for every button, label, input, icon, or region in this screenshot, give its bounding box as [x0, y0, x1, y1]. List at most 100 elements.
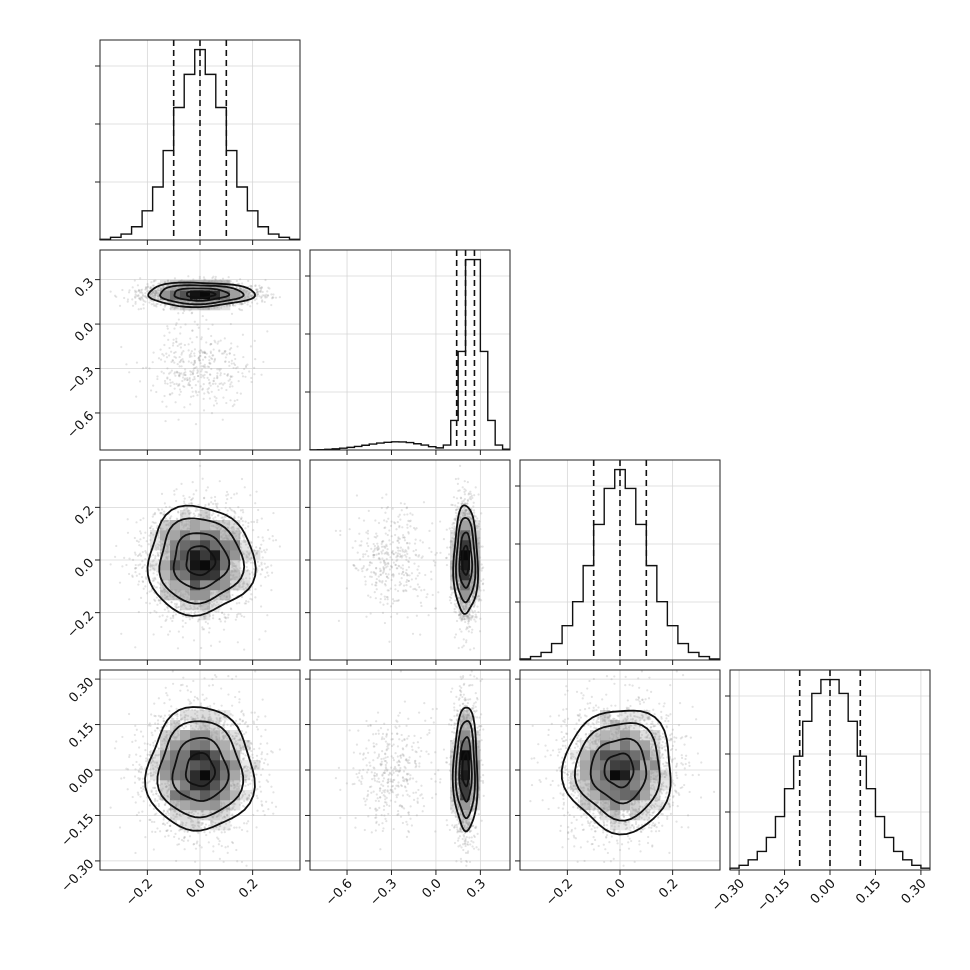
scatter-point — [197, 610, 200, 613]
scatter-point — [449, 565, 452, 568]
scatter-point — [144, 531, 147, 534]
scatter-point — [403, 536, 406, 539]
scatter-point — [173, 835, 176, 839]
scatter-point — [240, 614, 243, 618]
scatter-point — [148, 602, 151, 605]
scatter-point — [473, 618, 476, 621]
scatter-point — [354, 540, 357, 543]
density-cell — [190, 550, 201, 561]
scatter-point — [189, 352, 193, 355]
scatter-point — [352, 563, 355, 567]
scatter-point — [207, 503, 210, 506]
scatter-point — [401, 567, 405, 570]
scatter-point — [155, 611, 158, 614]
scatter-point — [479, 527, 482, 531]
scatter-point — [173, 589, 177, 592]
scatter-point — [249, 561, 252, 564]
scatter-point — [223, 305, 226, 308]
scatter-point — [209, 343, 212, 346]
scatter-point — [198, 359, 202, 362]
scatter-point — [463, 493, 466, 496]
scatter-point — [118, 304, 122, 307]
scatter-point — [171, 288, 174, 291]
scatter-point — [465, 641, 468, 644]
scatter-point — [191, 497, 195, 500]
scatter-point — [154, 555, 157, 558]
scatter-point — [206, 622, 210, 625]
scatter-point — [190, 361, 193, 364]
scatter-point — [400, 509, 403, 512]
scatter-point — [179, 360, 182, 363]
scatter-point — [395, 599, 398, 602]
scatter-point — [182, 300, 186, 303]
scatter-point — [215, 402, 218, 405]
scatter-point — [184, 621, 187, 625]
scatter-point — [247, 294, 250, 297]
scatter-point — [218, 840, 221, 843]
scatter-point — [244, 602, 248, 605]
scatter-point — [248, 292, 251, 295]
scatter-point — [140, 288, 144, 291]
scatter-point — [372, 571, 375, 574]
scatter-point — [215, 397, 218, 400]
scatter-point — [192, 395, 195, 398]
scatter-point — [232, 576, 235, 579]
scatter-point — [125, 563, 128, 567]
scatter-point — [199, 362, 202, 365]
scatter-point — [242, 752, 245, 755]
scatter-point — [146, 753, 149, 756]
scatter-point — [187, 589, 190, 592]
scatter-point — [243, 289, 246, 292]
scatter-point — [394, 563, 397, 566]
scatter-point — [193, 361, 196, 364]
scatter-point — [191, 708, 194, 711]
scatter-point — [152, 527, 155, 531]
scatter-point — [457, 489, 460, 492]
scatter-point — [251, 571, 254, 574]
scatter-point — [187, 343, 190, 346]
scatter-point — [162, 308, 165, 312]
scatter-point — [176, 371, 179, 374]
scatter-point — [391, 507, 394, 510]
scatter-point — [408, 556, 411, 560]
scatter-point — [168, 585, 171, 589]
scatter-point — [372, 556, 375, 559]
scatter-point — [183, 502, 186, 505]
scatter-point — [196, 607, 199, 610]
scatter-point — [430, 578, 433, 581]
scatter-point — [181, 512, 184, 515]
scatter-point — [208, 373, 212, 376]
scatter-point — [208, 280, 211, 283]
scatter-point — [415, 554, 418, 557]
scatter-point — [221, 599, 224, 602]
scatter-point — [208, 516, 211, 519]
scatter-point — [158, 586, 162, 590]
scatter-point — [139, 307, 143, 310]
scatter-point — [182, 610, 186, 614]
scatter-point — [182, 500, 186, 503]
scatter-point — [228, 352, 231, 355]
scatter-point — [389, 564, 392, 568]
scatter-point — [241, 535, 245, 538]
scatter-point — [469, 589, 472, 592]
scatter-point — [218, 349, 221, 352]
scatter-point — [187, 275, 190, 278]
scatter-point — [190, 350, 193, 353]
scatter-point — [142, 587, 145, 590]
scatter-point — [142, 536, 145, 539]
scatter-point — [216, 376, 219, 380]
scatter-point — [392, 561, 395, 564]
scatter-point — [212, 379, 215, 382]
scatter-point — [181, 625, 184, 628]
scatter-point — [254, 588, 257, 591]
scatter-point — [339, 533, 342, 537]
scatter-point — [209, 384, 212, 387]
scatter-point — [133, 536, 136, 540]
scatter-point — [368, 564, 371, 567]
scatter-point — [259, 605, 263, 608]
scatter-point — [175, 322, 178, 325]
scatter-point — [478, 598, 481, 601]
scatter-point — [134, 302, 137, 305]
scatter-point — [264, 551, 267, 554]
scatter-point — [197, 620, 200, 623]
